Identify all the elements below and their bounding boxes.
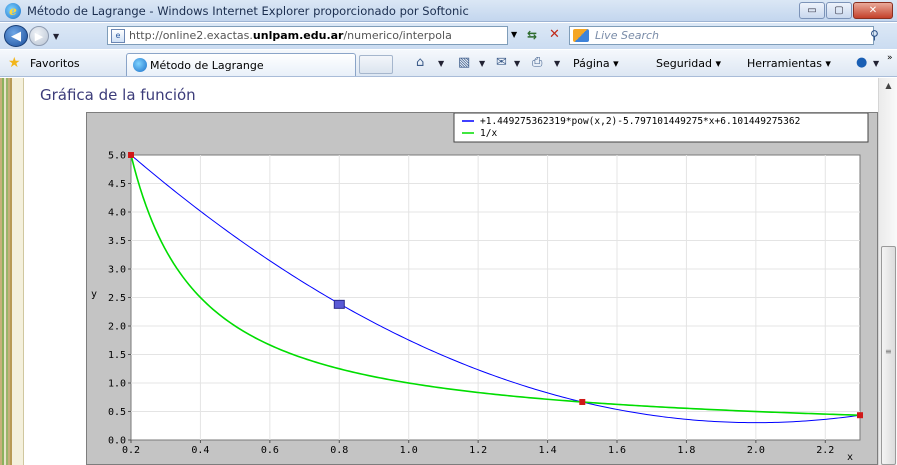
plot-frame: 0.2 0.4 0.6 0.8 1.0 1.2 1.4 1.6 1.8 2.0 2.2 0.0 0.5 1… <box>86 112 878 465</box>
y-tick-label: 1.5 <box>108 350 126 361</box>
favorites-button[interactable]: Favoritos <box>30 57 80 70</box>
search-placeholder: Live Search <box>595 29 659 42</box>
ie-logo-icon: e <box>5 2 21 19</box>
print-icon[interactable]: ⎙ <box>532 55 543 70</box>
legend-label-series-2: 1/x <box>480 128 497 139</box>
tab-metodo-lagrange[interactable]: Método de Lagrange <box>126 53 356 76</box>
live-search-icon <box>573 29 589 42</box>
feeds-icon[interactable]: ▧ <box>458 55 471 70</box>
pagina-menu[interactable]: Página ▾ <box>573 57 619 70</box>
interpolation-point <box>579 398 586 405</box>
series-line-polynomial <box>130 154 861 424</box>
page-favicon-icon: e <box>111 28 125 43</box>
y-tick-label: 4.5 <box>108 179 126 190</box>
maximize-button[interactable]: ▢ <box>826 2 852 19</box>
stop-icon[interactable]: ✕ <box>549 27 560 42</box>
new-tab-button[interactable] <box>359 55 393 74</box>
url-prefix: http://online2.exactas. <box>129 29 253 42</box>
x-tick-label: 2.2 <box>816 445 834 456</box>
y-tick-label: 2.5 <box>108 293 126 304</box>
help-icon[interactable]: ● <box>856 55 868 70</box>
function-chart: 0.2 0.4 0.6 0.8 1.0 1.2 1.4 1.6 1.8 2.0 2.2 0.0 0.5 1… <box>91 112 869 463</box>
herramientas-menu[interactable]: Herramientas ▾ <box>747 57 831 70</box>
tab-ie-icon <box>133 58 147 72</box>
history-dropdown-icon[interactable]: ▼ <box>53 31 60 41</box>
mail-icon[interactable]: ✉ <box>496 55 507 70</box>
x-tick-label: 0.6 <box>261 445 279 456</box>
forward-button[interactable]: ▶ <box>29 26 49 46</box>
address-input[interactable]: e http://online2.exactas. unlpam.edu.ar/n… <box>107 26 508 45</box>
page-heading: Gráfica de la función <box>40 86 196 104</box>
scroll-up-icon[interactable]: ▲ <box>885 81 892 90</box>
data-points <box>128 152 863 419</box>
favorites-bar: ★ Favoritos Método de Lagrange ⌂ ▼ ▧ ▼ ✉… <box>0 50 897 77</box>
window-title-bar[interactable]: e Método de Lagrange - Windows Internet … <box>0 0 897 22</box>
search-go-icon[interactable]: ⚲ <box>870 28 879 42</box>
series-lines <box>130 154 861 424</box>
back-button[interactable]: ◀ <box>4 25 28 47</box>
seguridad-menu[interactable]: Seguridad ▾ <box>656 57 722 70</box>
x-tick-label: 1.2 <box>469 445 487 456</box>
address-dropdown-icon[interactable]: ▼ <box>511 30 518 39</box>
x-tick-label: 2.0 <box>747 445 765 456</box>
y-tick-label: 1.0 <box>108 379 126 390</box>
y-tick-label: 3.5 <box>108 236 126 247</box>
y-tick-label: 4.0 <box>108 208 126 219</box>
url-domain: unlpam.edu.ar <box>252 29 344 42</box>
home-dropdown-icon[interactable]: ▼ <box>438 59 445 68</box>
left-frame-inner <box>10 78 24 465</box>
x-tick-label: 0.4 <box>191 445 209 456</box>
herramientas-label: Herramientas <box>747 57 822 70</box>
x-tick-label: 1.8 <box>677 445 695 456</box>
favorites-star-icon[interactable]: ★ <box>8 55 21 71</box>
x-tick-label: 1.6 <box>608 445 626 456</box>
interpolation-point <box>128 152 134 158</box>
y-tick-label: 3.0 <box>108 265 126 276</box>
minimize-button[interactable]: ▭ <box>799 2 825 19</box>
x-tick-label: 0.2 <box>122 445 140 456</box>
axis-ticks: 0.2 0.4 0.6 0.8 1.0 1.2 1.4 1.6 1.8 2.0 2.2 0.0 0.5 1… <box>108 151 834 457</box>
interpolation-point <box>857 412 863 419</box>
print-dropdown-icon[interactable]: ▼ <box>554 59 561 68</box>
x-tick-label: 0.8 <box>330 445 348 456</box>
y-tick-label: 0.5 <box>108 407 126 418</box>
series-line-reciprocal <box>130 154 861 417</box>
legend: +1.449275362319*pow(x,2)-5.797101449275*… <box>453 112 869 143</box>
close-button[interactable]: ✕ <box>853 2 893 19</box>
vertical-scrollbar[interactable]: ▲ ≡ <box>878 78 897 465</box>
refresh-icon[interactable]: ⇆ <box>527 28 538 42</box>
window-controls: ▭ ▢ ✕ <box>799 2 893 19</box>
x-axis-label: x <box>847 452 853 463</box>
left-frame-border <box>0 78 24 465</box>
pagina-label: Página <box>573 57 610 70</box>
page-content: Gráfica de la función 0.2 0.4 0.6 0.8 1.0 1.2… <box>0 78 897 465</box>
x-tick-label: 1.0 <box>400 445 418 456</box>
highlight-point <box>333 299 345 309</box>
grid-lines <box>131 155 860 440</box>
y-tick-label: 0.0 <box>108 436 126 447</box>
seguridad-label: Seguridad <box>656 57 712 70</box>
mail-dropdown-icon[interactable]: ▼ <box>514 59 521 68</box>
y-axis-label: y <box>91 289 97 300</box>
help-dropdown-icon[interactable]: ▼ <box>873 59 880 68</box>
x-tick-label: 1.4 <box>539 445 557 456</box>
address-toolbar: ◀ ▶ ▼ e http://online2.exactas. unlpam.ed… <box>0 23 897 49</box>
y-tick-label: 2.0 <box>108 322 126 333</box>
y-tick-label: 5.0 <box>108 151 126 162</box>
legend-label-series-1: +1.449275362319*pow(x,2)-5.797101449275*… <box>480 116 800 127</box>
scroll-thumb[interactable]: ≡ <box>881 246 896 465</box>
feeds-dropdown-icon[interactable]: ▼ <box>479 59 486 68</box>
scroll-grip-icon: ≡ <box>885 347 892 356</box>
toolbar-overflow-icon[interactable]: » <box>887 53 893 63</box>
legend-box <box>453 112 869 143</box>
tab-label: Método de Lagrange <box>150 58 264 72</box>
url-suffix: /numerico/interpola <box>343 29 452 42</box>
search-input[interactable]: Live Search <box>569 26 874 45</box>
window-title: Método de Lagrange - Windows Internet Ex… <box>27 3 469 18</box>
home-icon[interactable]: ⌂ <box>416 55 425 70</box>
